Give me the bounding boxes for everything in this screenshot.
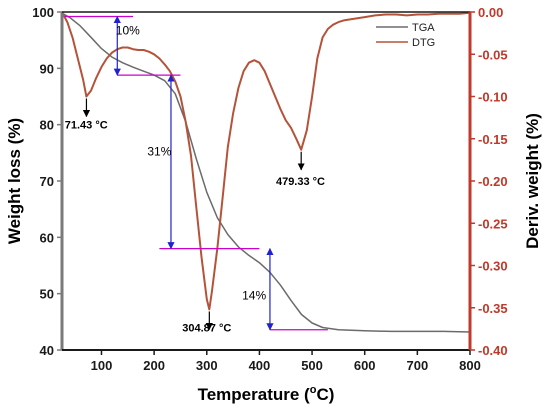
peak-label: 71.43 °C bbox=[65, 120, 108, 132]
x-tick-label: 700 bbox=[407, 358, 429, 373]
legend: TGA DTG bbox=[376, 22, 435, 49]
y-right-tick-label: -0.40 bbox=[478, 343, 508, 358]
y-left-tick-label: 70 bbox=[40, 174, 54, 189]
legend-tga-label: TGA bbox=[412, 22, 435, 34]
mass-loss-guides: 10% 31% 14% bbox=[64, 15, 328, 331]
x-axis-ticks: 100 200 300 400 500 600 700 800 bbox=[91, 350, 481, 373]
y-left-tick-label: 60 bbox=[40, 230, 54, 245]
x-tick-label: 500 bbox=[301, 358, 323, 373]
y-right-tick-label: -0.05 bbox=[478, 47, 508, 62]
y-left-tick-label: 100 bbox=[32, 5, 54, 20]
x-axis-title-prefix: Temperature ( bbox=[198, 385, 310, 404]
y-right-tick-label: -0.15 bbox=[478, 132, 508, 147]
peak-label: 479.33 °C bbox=[276, 176, 325, 188]
y-right-tick-label: 0.00 bbox=[478, 5, 503, 20]
x-tick-label: 300 bbox=[196, 358, 218, 373]
y-right-tick-label: -0.35 bbox=[478, 301, 508, 316]
x-axis-title-degree: o bbox=[310, 384, 317, 396]
plot-background bbox=[62, 12, 470, 350]
mass-loss-label: 31% bbox=[147, 145, 171, 159]
y-left-tick-label: 80 bbox=[40, 118, 54, 133]
x-tick-label: 800 bbox=[459, 358, 481, 373]
mass-loss-label: 14% bbox=[242, 288, 266, 302]
y-right-tick-label: -0.10 bbox=[478, 90, 508, 105]
mass-loss-label: 10% bbox=[116, 24, 140, 38]
peak-label: 304.87 °C bbox=[182, 322, 231, 334]
x-tick-label: 100 bbox=[91, 358, 113, 373]
y-right-tick-label: -0.30 bbox=[478, 259, 508, 274]
y-left-tick-label: 90 bbox=[40, 61, 54, 76]
x-axis-title: Temperature (oC) bbox=[198, 384, 335, 404]
y-right-tick-label: -0.25 bbox=[478, 216, 508, 231]
x-tick-label: 200 bbox=[143, 358, 165, 373]
y-right-axis-title: Deriv. weight (%) bbox=[523, 113, 542, 249]
peak-annotations: 71.43 °C 304.87 °C 479.33 °C bbox=[65, 98, 325, 334]
y-left-tick-label: 40 bbox=[40, 343, 54, 358]
y-left-axis-title: Weight loss (%) bbox=[5, 118, 24, 244]
legend-dtg-label: DTG bbox=[412, 37, 435, 49]
x-axis-title-suffix: C) bbox=[316, 385, 334, 404]
y-left-tick-label: 50 bbox=[40, 287, 54, 302]
y-right-tick-label: -0.20 bbox=[478, 174, 508, 189]
y-right-axis-ticks: 0.00 -0.05 -0.10 -0.15 -0.20 -0.25 -0.30 -0.35 -… bbox=[470, 5, 508, 358]
x-tick-label: 400 bbox=[249, 358, 271, 373]
x-tick-label: 600 bbox=[354, 358, 376, 373]
y-left-axis-ticks: 40 50 60 70 80 90 100 bbox=[32, 5, 62, 358]
